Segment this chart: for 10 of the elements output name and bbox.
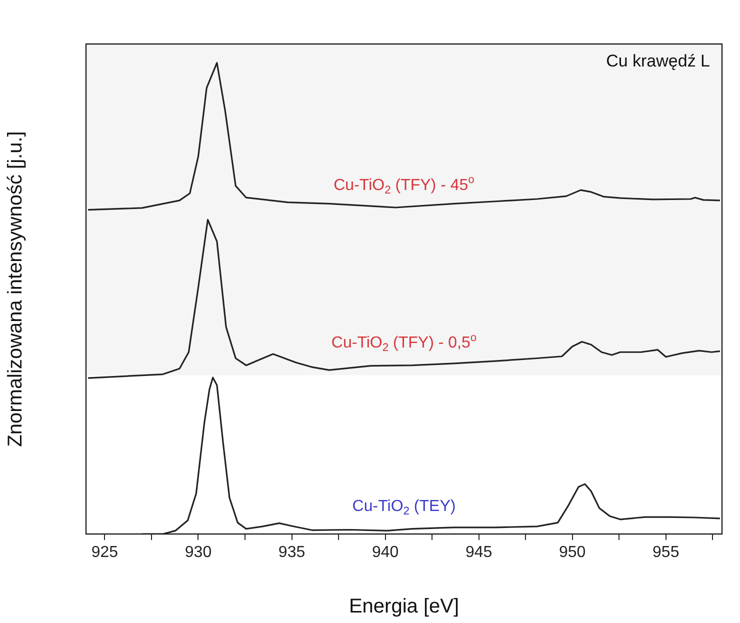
x-tick-label: 945 xyxy=(465,544,492,562)
x-tick-label: 955 xyxy=(652,544,680,562)
x-tick-label: 935 xyxy=(278,544,306,562)
x-tick-label: 930 xyxy=(184,544,212,562)
x-tick-label: 950 xyxy=(559,544,586,562)
y-axis-title: Znormalizowana intensywność [j.u.] xyxy=(4,131,27,447)
x-tick-label: 940 xyxy=(372,544,399,562)
x-tick-label: 925 xyxy=(91,544,118,562)
x-axis-title: Energia [eV] xyxy=(348,596,460,618)
chart-title: Cu krawędź L xyxy=(606,52,710,71)
